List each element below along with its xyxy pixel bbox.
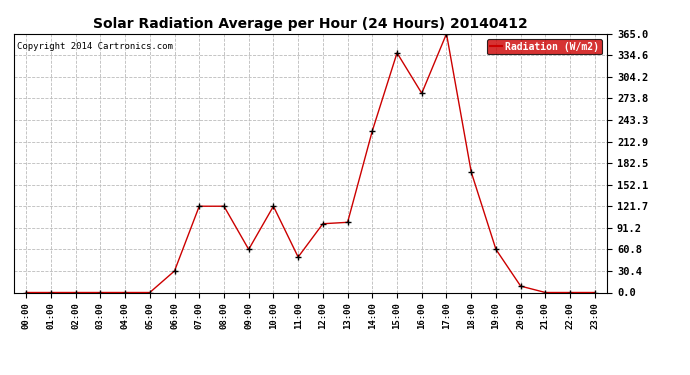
Legend: Radiation (W/m2): Radiation (W/m2): [487, 39, 602, 54]
Text: Copyright 2014 Cartronics.com: Copyright 2014 Cartronics.com: [17, 42, 172, 51]
Title: Solar Radiation Average per Hour (24 Hours) 20140412: Solar Radiation Average per Hour (24 Hou…: [93, 17, 528, 31]
